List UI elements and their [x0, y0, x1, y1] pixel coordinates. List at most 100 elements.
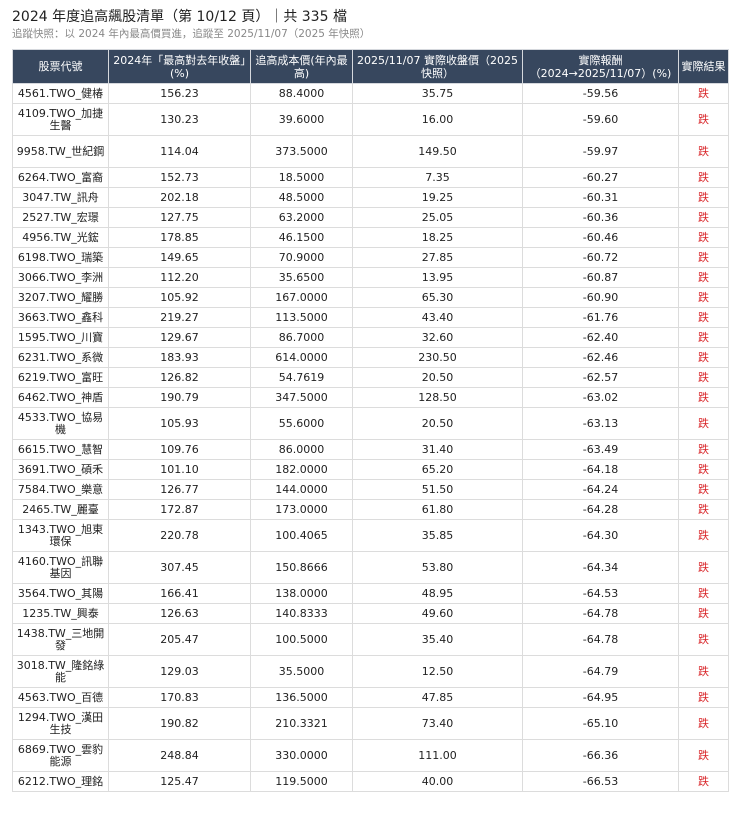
stock-cell: 4956.TW_光鋐: [12, 227, 109, 248]
return-cell: -64.78: [522, 623, 679, 656]
stock-cell: 6264.TWO_富裔: [12, 167, 109, 188]
stock-cell: 2465.TW_麗臺: [12, 499, 109, 520]
result-cell: 跌: [678, 583, 729, 604]
close-cell: 49.60: [352, 603, 523, 624]
result-cell: 跌: [678, 247, 729, 268]
table-body: 4561.TWO_健椿 156.23 88.4000 35.75 -59.56 跌 4109…: [12, 83, 729, 792]
pct-cell: 112.20: [108, 267, 251, 288]
result-cell: 跌: [678, 347, 729, 368]
result-cell: 跌: [678, 103, 729, 136]
stock-cell: 3207.TWO_耀勝: [12, 287, 109, 308]
return-cell: -59.97: [522, 135, 679, 168]
close-cell: 7.35: [352, 167, 523, 188]
pct-cell: 183.93: [108, 347, 251, 368]
stock-cell: 2527.TW_宏璟: [12, 207, 109, 228]
stock-cell: 4160.TWO_訊聯基因: [12, 551, 109, 584]
column-header-stock: 股票代號: [12, 49, 109, 84]
return-cell: -66.36: [522, 739, 679, 772]
table-row: 3663.TWO_鑫科 219.27 113.5000 43.40 -61.76 跌: [12, 307, 729, 328]
pct-cell: 220.78: [108, 519, 251, 552]
pct-cell: 101.10: [108, 459, 251, 480]
close-cell: 48.95: [352, 583, 523, 604]
table-row: 6198.TWO_瑞築 149.65 70.9000 27.85 -60.72 跌: [12, 247, 729, 268]
pct-cell: 156.23: [108, 83, 251, 104]
pct-cell: 114.04: [108, 135, 251, 168]
close-cell: 40.00: [352, 771, 523, 792]
column-header-cost: 追高成本價(年內最高): [250, 49, 353, 84]
table-row: 3066.TWO_李洲 112.20 35.6500 13.95 -60.87 跌: [12, 267, 729, 288]
pct-cell: 130.23: [108, 103, 251, 136]
close-cell: 35.40: [352, 623, 523, 656]
return-cell: -64.28: [522, 499, 679, 520]
stock-cell: 4533.TWO_協易機: [12, 407, 109, 440]
page-title: 2024 年度追高飆股清單（第 10/12 頁）｜共 335 檔: [12, 9, 347, 25]
page-subtitle: 追蹤快照：以 2024 年內最高價買進，追蹤至 2025/11/07（2025 …: [12, 28, 371, 40]
pct-cell: 166.41: [108, 583, 251, 604]
cost-cell: 70.9000: [250, 247, 353, 268]
cost-cell: 35.6500: [250, 267, 353, 288]
result-cell: 跌: [678, 227, 729, 248]
pct-cell: 248.84: [108, 739, 251, 772]
table-row: 6231.TWO_系微 183.93 614.0000 230.50 -62.46 跌: [12, 347, 729, 368]
result-cell: 跌: [678, 687, 729, 708]
return-cell: -63.49: [522, 439, 679, 460]
stock-cell: 3663.TWO_鑫科: [12, 307, 109, 328]
result-cell: 跌: [678, 83, 729, 104]
result-cell: 跌: [678, 439, 729, 460]
pct-cell: 129.67: [108, 327, 251, 348]
stock-cell: 3691.TWO_碩禾: [12, 459, 109, 480]
stock-cell: 3018.TW_隆銘綠能: [12, 655, 109, 688]
cost-cell: 167.0000: [250, 287, 353, 308]
table-row: 4956.TW_光鋐 178.85 46.1500 18.25 -60.46 跌: [12, 227, 729, 248]
table-row: 6462.TWO_神盾 190.79 347.5000 128.50 -63.02 跌: [12, 387, 729, 408]
table-row: 3564.TWO_其陽 166.41 138.0000 48.95 -64.53 跌: [12, 583, 729, 604]
return-cell: -59.60: [522, 103, 679, 136]
return-cell: -61.76: [522, 307, 679, 328]
result-cell: 跌: [678, 707, 729, 740]
result-cell: 跌: [678, 655, 729, 688]
stock-table: 股票代號 2024年「最高對去年收盤」(%) 追高成本價(年內最高) 2025/…: [12, 49, 729, 792]
table-row: 1294.TWO_漢田生技 190.82 210.3321 73.40 -65.10 跌: [12, 707, 729, 740]
cost-cell: 86.0000: [250, 439, 353, 460]
close-cell: 230.50: [352, 347, 523, 368]
pct-cell: 127.75: [108, 207, 251, 228]
pct-cell: 178.85: [108, 227, 251, 248]
result-cell: 跌: [678, 187, 729, 208]
cost-cell: 347.5000: [250, 387, 353, 408]
return-cell: -65.10: [522, 707, 679, 740]
table-row: 7584.TWO_樂意 126.77 144.0000 51.50 -64.24 跌: [12, 479, 729, 500]
result-cell: 跌: [678, 387, 729, 408]
result-cell: 跌: [678, 207, 729, 228]
table-row: 1343.TWO_旭東環保 220.78 100.4065 35.85 -64.30 跌: [12, 519, 729, 552]
result-cell: 跌: [678, 167, 729, 188]
result-cell: 跌: [678, 327, 729, 348]
close-cell: 27.85: [352, 247, 523, 268]
result-cell: 跌: [678, 407, 729, 440]
stock-cell: 6869.TWO_雲豹能源: [12, 739, 109, 772]
return-cell: -64.34: [522, 551, 679, 584]
result-cell: 跌: [678, 307, 729, 328]
cost-cell: 119.5000: [250, 771, 353, 792]
return-cell: -60.46: [522, 227, 679, 248]
table-row: 6615.TWO_慧智 109.76 86.0000 31.40 -63.49 跌: [12, 439, 729, 460]
pct-cell: 126.63: [108, 603, 251, 624]
table-row: 6264.TWO_富裔 152.73 18.5000 7.35 -60.27 跌: [12, 167, 729, 188]
result-cell: 跌: [678, 739, 729, 772]
return-cell: -60.31: [522, 187, 679, 208]
result-cell: 跌: [678, 135, 729, 168]
return-cell: -64.78: [522, 603, 679, 624]
stock-cell: 6615.TWO_慧智: [12, 439, 109, 460]
return-cell: -63.13: [522, 407, 679, 440]
stock-cell: 1343.TWO_旭東環保: [12, 519, 109, 552]
cost-cell: 100.4065: [250, 519, 353, 552]
table-row: 4561.TWO_健椿 156.23 88.4000 35.75 -59.56 跌: [12, 83, 729, 104]
stock-cell: 3047.TW_訊舟: [12, 187, 109, 208]
close-cell: 13.95: [352, 267, 523, 288]
return-cell: -62.46: [522, 347, 679, 368]
pct-cell: 172.87: [108, 499, 251, 520]
pct-cell: 170.83: [108, 687, 251, 708]
column-header-return: 實際報酬（2024→2025/11/07）(%): [522, 49, 679, 84]
result-cell: 跌: [678, 499, 729, 520]
pct-cell: 202.18: [108, 187, 251, 208]
return-cell: -60.87: [522, 267, 679, 288]
